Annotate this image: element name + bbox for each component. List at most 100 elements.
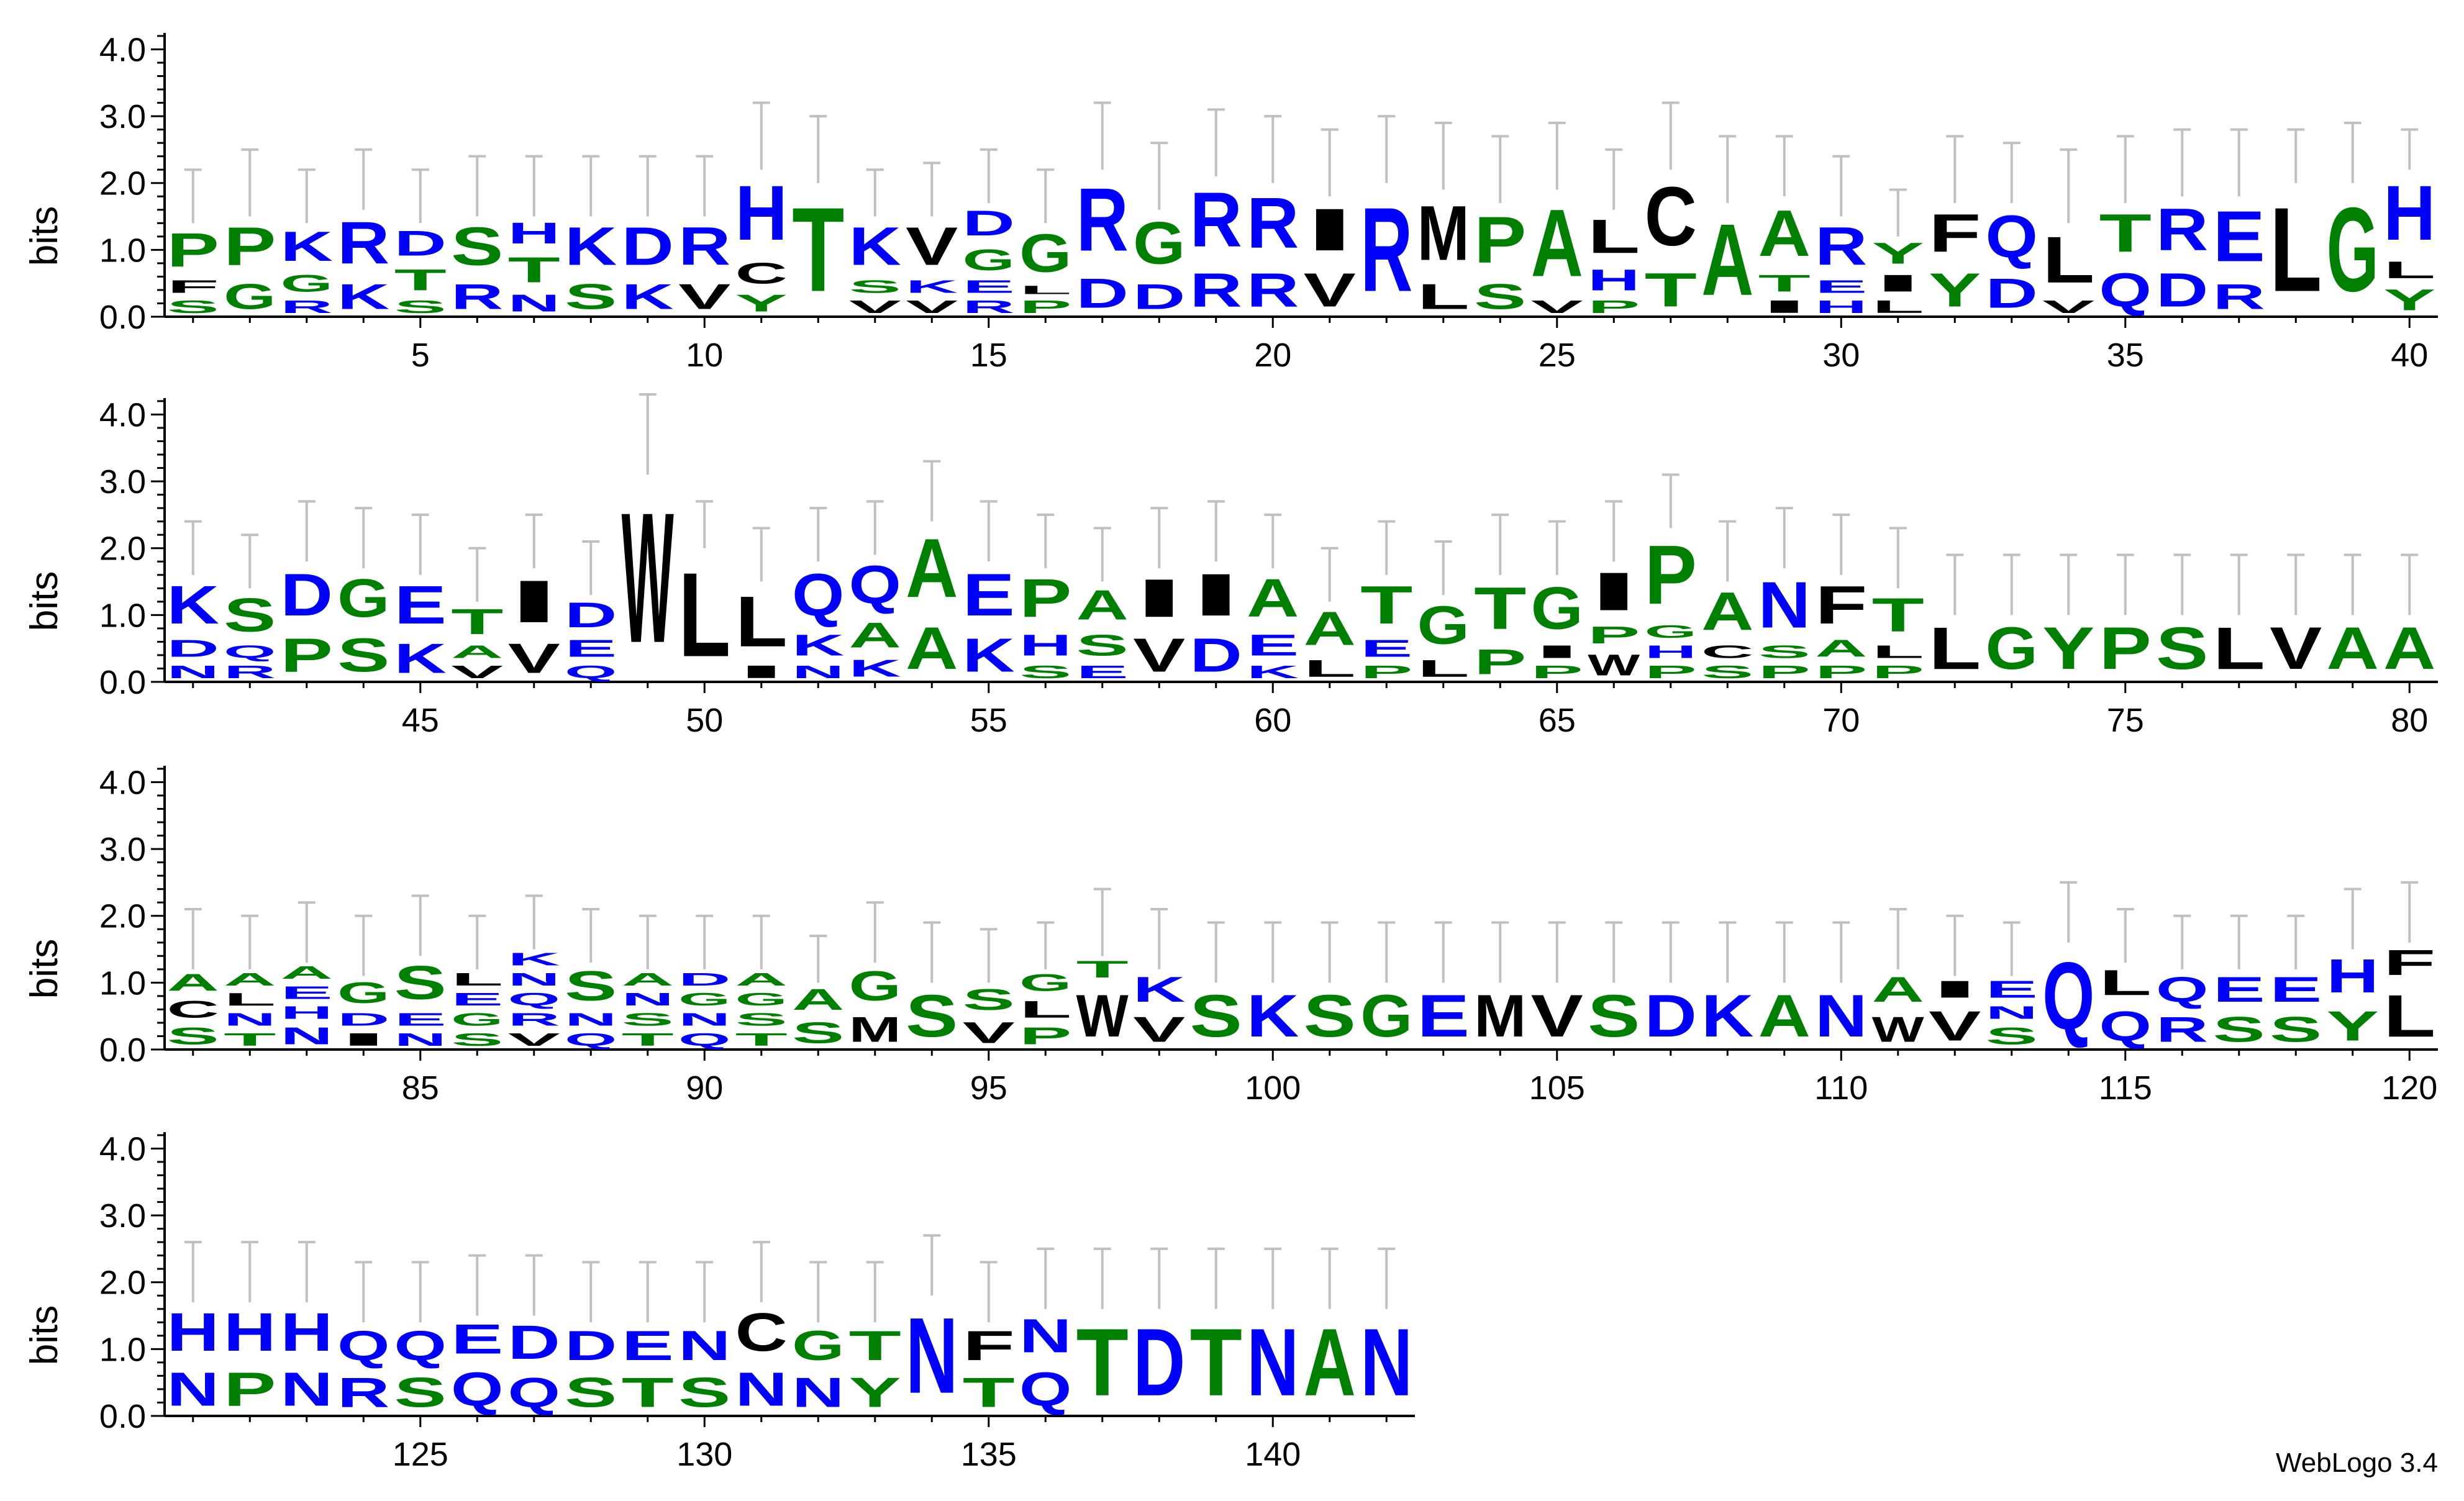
logo-letter-S: S — [963, 983, 1015, 1017]
logo-letter-L: L — [1872, 642, 1924, 662]
logo-letter-S: S — [678, 1369, 730, 1416]
logo-letter-P: P — [1588, 297, 1640, 317]
logo-letter-K: K — [1247, 662, 1299, 682]
logo-letter-I: I — [735, 662, 788, 682]
y-tick-label: 3.0 — [99, 1197, 146, 1235]
x-tick-label: 50 — [686, 702, 723, 739]
logo-letter-K: K — [167, 574, 219, 635]
logo-letter-Q: Q — [2099, 263, 2152, 317]
logo-letter-H: H — [1019, 628, 1071, 662]
logo-letter-E: E — [2270, 969, 2322, 1009]
logo-letter-S: S — [2270, 1009, 2322, 1050]
logo-letter-Y: Y — [1872, 237, 1924, 270]
logo-letter-S: S — [792, 1017, 844, 1050]
logo-letter-V: V — [849, 297, 901, 317]
logo-letter-V: V — [1531, 297, 1583, 317]
logo-letter-A: A — [1758, 982, 1811, 1050]
logo-letter-P: P — [167, 223, 219, 276]
logo-letter-Q: Q — [224, 642, 276, 662]
logo-letter-R: R — [678, 216, 730, 276]
logo-letter-N: N — [167, 662, 219, 682]
x-tick-label: 105 — [1529, 1069, 1585, 1107]
logo-letter-N: N — [167, 1362, 219, 1416]
x-tick-label: 85 — [402, 1069, 439, 1107]
logo-letter-H: H — [281, 1302, 333, 1363]
logo-letter-E: E — [622, 1322, 674, 1369]
logo-letter-L: L — [1304, 655, 1356, 682]
y-tick-label: 3.0 — [99, 98, 146, 135]
logo-letter-D: D — [167, 635, 219, 662]
logo-letter-W: W — [622, 474, 674, 682]
logo-letter-D: D — [337, 1009, 389, 1029]
x-tick-label: 80 — [2391, 702, 2428, 739]
logo-letter-T: T — [792, 183, 844, 317]
logo-letter-L: L — [1417, 276, 1470, 317]
logo-letter-L: L — [2383, 256, 2435, 283]
logo-letter-F: F — [1815, 575, 1867, 635]
logo-letter-G: G — [1133, 209, 1185, 276]
logo-letter-K: K — [1701, 982, 1753, 1050]
logo-letter-V: V — [1133, 1009, 1185, 1050]
logo-letter-N: N — [678, 1009, 730, 1029]
logo-letter-M: M — [1417, 190, 1470, 277]
logo-letter-S: S — [1076, 628, 1129, 662]
logo-letter-P: P — [1474, 202, 1526, 276]
logo-letter-A: A — [167, 969, 219, 996]
y-tick-label: 3.0 — [99, 463, 146, 501]
logo-letter-V: V — [2042, 297, 2094, 317]
logo-letter-A: A — [906, 615, 958, 682]
logo-letter-H: H — [735, 169, 788, 256]
logo-letter-T: T — [1872, 588, 1924, 642]
logo-letter-A: A — [906, 521, 958, 615]
logo-letter-Y: Y — [2383, 284, 2435, 317]
x-tick-label: 35 — [2107, 337, 2144, 374]
logo-letter-S: S — [1190, 982, 1242, 1050]
y-tick-label: 0.0 — [99, 1398, 146, 1435]
logo-letter-L: L — [735, 581, 788, 661]
logo-letter-D: D — [2156, 263, 2208, 317]
logo-letter-V: V — [1531, 982, 1583, 1050]
logo-letter-P: P — [1360, 662, 1412, 682]
logo-letter-R: R — [508, 1009, 560, 1029]
x-tick-label: 125 — [393, 1436, 448, 1473]
logo-letter-G: G — [1531, 574, 1583, 642]
logo-letter-L: L — [224, 989, 276, 1009]
logo-letter-Q: Q — [1986, 202, 2038, 270]
x-tick-label: 10 — [686, 337, 723, 374]
y-tick-label: 4.0 — [99, 1130, 146, 1168]
logo-letter-N: N — [508, 969, 560, 989]
logo-letter-I: I — [1929, 976, 1981, 1002]
logo-letter-V: V — [1929, 1003, 1981, 1050]
x-tick-label: 110 — [1814, 1069, 1868, 1107]
logo-letter-K: K — [394, 635, 447, 682]
logo-letter-G: G — [735, 989, 788, 1010]
logo-letter-R: R — [281, 297, 333, 317]
logo-letter-T: T — [963, 1369, 1015, 1415]
logo-letter-C: C — [167, 996, 219, 1023]
logo-letter-F: F — [167, 277, 219, 297]
y-tick-label: 1.0 — [99, 1331, 146, 1368]
logo-letter-A: A — [849, 615, 901, 655]
logo-letter-N: N — [1019, 1308, 1071, 1363]
logo-letter-N: N — [281, 1362, 333, 1416]
logo-letter-D: D — [1133, 276, 1185, 317]
logo-letter-C: C — [1701, 642, 1753, 661]
logo-letter-Q: Q — [337, 1322, 389, 1369]
x-tick-label: 55 — [970, 702, 1007, 739]
logo-letter-Q: Q — [2099, 1003, 2152, 1050]
logo-letter-D: D — [1645, 982, 1697, 1050]
logo-letter-N: N — [735, 1362, 788, 1416]
logo-letter-N: N — [394, 1030, 447, 1050]
logo-letter-Y: Y — [735, 290, 788, 317]
logo-letter-V: V — [508, 1030, 560, 1050]
logo-letter-R: R — [1247, 183, 1299, 263]
y-tick-label: 1.0 — [99, 597, 146, 634]
x-tick-label: 15 — [970, 337, 1007, 374]
logo-letter-E: E — [2213, 969, 2265, 1009]
logo-letter-T: T — [735, 1030, 788, 1050]
logo-letter-Y: Y — [849, 1369, 901, 1416]
logo-letter-I: I — [1758, 297, 1811, 317]
logo-letter-L: L — [1872, 297, 1924, 317]
logo-letter-V: V — [508, 635, 560, 682]
